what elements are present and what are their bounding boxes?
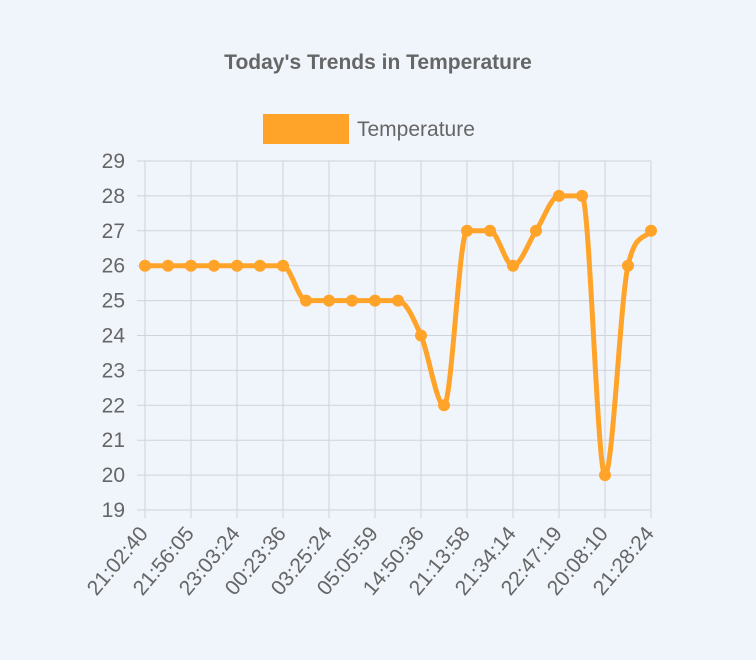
data-point: [415, 329, 427, 342]
legend-label-temperature: Temperature: [357, 118, 475, 141]
chart-title: Today's Trends in Temperature: [224, 51, 532, 74]
data-point: [622, 259, 634, 272]
y-tick-label: 28: [102, 185, 125, 208]
data-point: [323, 294, 335, 307]
y-tick-label: 19: [102, 499, 125, 522]
data-point: [438, 399, 450, 412]
y-tick-label: 22: [102, 394, 125, 417]
y-tick-label: 24: [102, 325, 126, 348]
axes: 192021222324252627282921:02:4021:56:0523…: [83, 150, 659, 600]
data-point: [346, 294, 358, 307]
series-temperature: [139, 189, 657, 482]
data-point: [645, 224, 657, 237]
legend-swatch: [263, 114, 349, 144]
y-tick-label: 27: [102, 220, 125, 243]
data-point: [369, 294, 381, 307]
y-tick-label: 20: [102, 464, 125, 487]
legend[interactable]: Temperature: [263, 114, 475, 144]
data-point: [484, 224, 496, 237]
data-point: [392, 294, 404, 307]
data-point: [139, 259, 151, 272]
y-tick-label: 25: [102, 290, 125, 313]
y-tick-label: 29: [102, 150, 125, 173]
data-point: [208, 259, 220, 272]
grid: [137, 160, 652, 518]
data-point: [553, 189, 565, 202]
data-point: [231, 259, 243, 272]
y-tick-label: 23: [102, 359, 125, 382]
data-point: [507, 259, 519, 272]
data-point: [461, 224, 473, 237]
data-point: [162, 259, 174, 272]
data-point: [185, 259, 197, 272]
data-point: [530, 224, 542, 237]
data-point: [277, 259, 289, 272]
data-point: [300, 294, 312, 307]
y-tick-label: 26: [102, 255, 125, 278]
y-tick-label: 21: [102, 429, 125, 452]
data-point: [254, 259, 266, 272]
data-point: [599, 469, 611, 482]
data-point: [576, 189, 588, 202]
